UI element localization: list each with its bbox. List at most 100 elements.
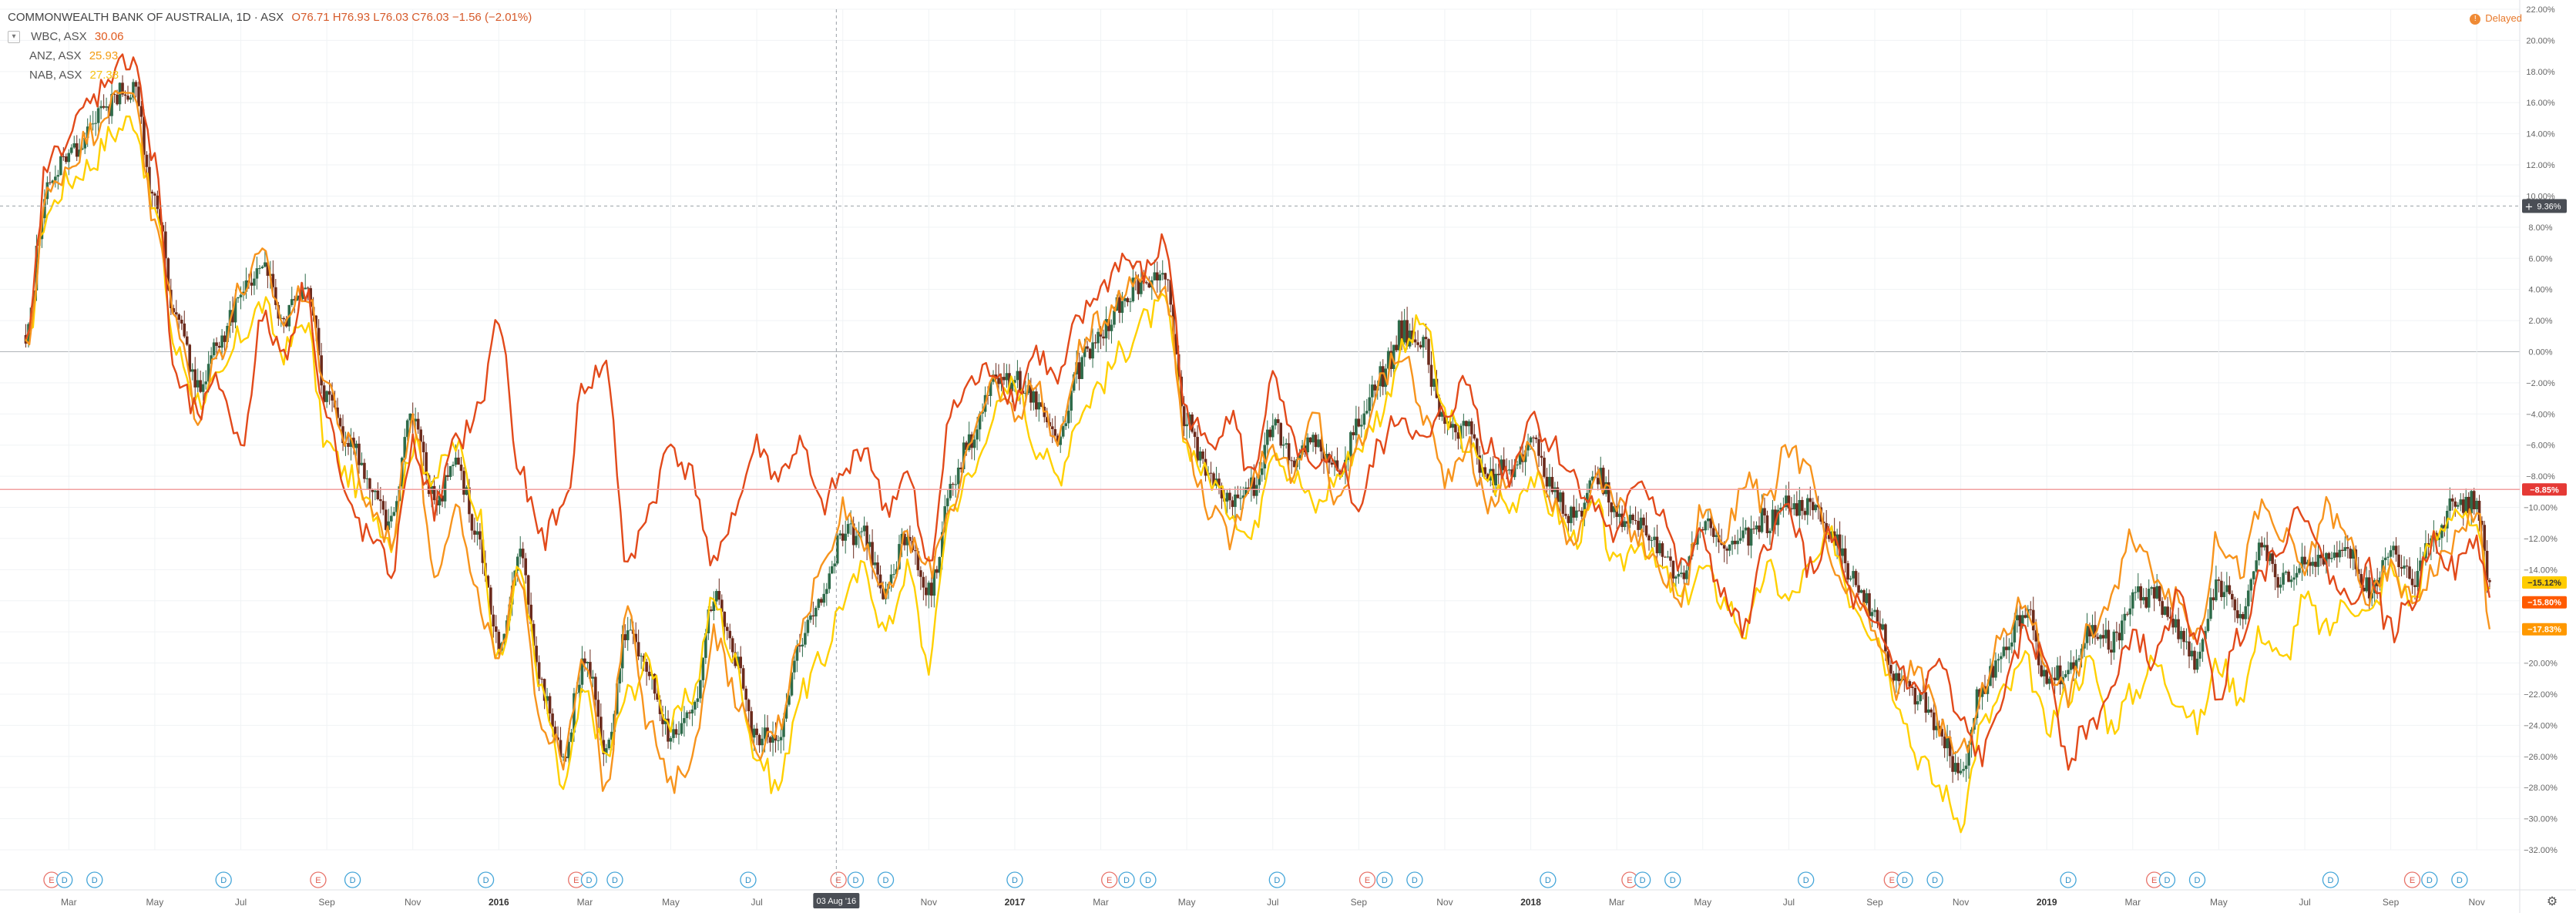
candle-body [1986,686,1990,694]
candle-body [1454,424,1457,433]
candle-body [583,658,586,663]
delayed-badge[interactable]: ! Delayed [2470,12,2522,25]
earnings-marker[interactable]: E [43,871,60,888]
dividend-marker[interactable]: D [1406,871,1423,888]
candle-body [2410,579,2414,586]
candle-body [1946,737,1949,749]
y-tick-label: 2.00% [2528,317,2552,326]
candle-body [771,734,774,743]
candle-body [2451,498,2454,502]
candle-body [1406,320,1409,347]
candle-body [669,737,673,742]
dividend-marker[interactable]: D [1268,871,1285,888]
candle-body [1003,377,1006,381]
legend-main[interactable]: COMMONWEALTH BANK OF AUSTRALIA, 1D · ASX… [8,11,532,24]
candle-body [2110,650,2113,653]
dividend-marker[interactable]: D [877,871,895,888]
candle-body [264,262,267,267]
dividend-marker[interactable]: D [1926,871,1943,888]
candle-body [492,614,495,627]
candle-body [2182,630,2185,643]
event-letter: D [1670,876,1676,885]
candle-body [465,487,469,495]
candle-body [1964,765,1968,770]
candle-body [2096,636,2100,639]
candle-body [80,148,84,150]
earnings-marker[interactable]: E [310,871,327,888]
candle-body [121,82,124,95]
dividend-marker[interactable]: D [2188,871,2206,888]
candle-body [64,156,68,163]
candle-body [1617,513,1621,517]
dividend-marker[interactable]: D [56,871,73,888]
candle-body [438,495,442,505]
legend-item-nab[interactable]: NAB, ASX 27.38 [8,65,532,85]
dividend-marker[interactable]: D [1118,871,1135,888]
candle-body [685,712,689,719]
candle-body [981,411,984,414]
dividend-marker[interactable]: D [2421,871,2438,888]
legend-item-anz[interactable]: ANZ, ASX 25.93 [8,46,532,65]
candle-body [1631,515,1634,520]
candle-body [1755,525,1758,530]
candle-body [1787,495,1791,509]
candle-body [1271,425,1275,438]
candle-body [35,245,39,291]
dividend-marker[interactable]: D [1006,871,1023,888]
dividend-marker[interactable]: D [2451,871,2468,888]
x-axis[interactable]: Mar May Jul Sep Nov 2016 Mar May Jul Sep Nov 2017 Ma… [0,889,2576,908]
earnings-marker[interactable]: E [2403,871,2421,888]
dividend-marker[interactable]: D [1798,871,1815,888]
y-axis[interactable]: 22.00%20.00%18.00%16.00%14.00%12.00%10.0… [2519,0,2567,913]
legend-item-wbc[interactable]: ▾ WBC, ASX 30.06 [8,27,532,46]
candle-body [419,429,422,442]
candle-body [653,673,657,694]
chevron-down-icon[interactable]: ▾ [8,31,20,44]
event-letter: D [62,876,68,885]
dividend-marker[interactable]: D [1896,871,1913,888]
candle-body [1118,297,1121,314]
candle-body [1140,280,1143,294]
candle-body [1365,411,1369,414]
dividend-marker[interactable]: D [2158,871,2176,888]
dividend-marker[interactable]: D [477,871,495,888]
earnings-marker[interactable]: E [830,871,847,888]
dividend-marker[interactable]: D [344,871,361,888]
candle-body [1258,475,1261,485]
interval-label[interactable]: 1D [236,11,251,24]
dividend-marker[interactable]: D [2060,871,2077,888]
dividend-marker[interactable]: D [1634,871,1651,888]
dividend-marker[interactable]: D [2322,871,2339,888]
candle-body [1137,278,1140,294]
event-letter: D [483,876,489,885]
dividend-marker[interactable]: D [1140,871,1157,888]
series-line-anz [25,89,2491,794]
dividend-marker[interactable]: D [215,871,232,888]
event-letter: D [1545,876,1551,885]
gear-icon[interactable]: ⚙ [2547,894,2558,908]
earnings-marker[interactable]: E [1101,871,1118,888]
candle-body [1822,522,1825,524]
candle-body [1462,421,1466,426]
candle-body [1895,673,1898,681]
dividend-marker[interactable]: D [1376,871,1393,888]
dividend-marker[interactable]: D [606,871,623,888]
candle-body [2303,556,2306,565]
candle-body [78,149,82,157]
dividend-marker[interactable]: D [1540,871,1557,888]
candle-body [1292,460,1296,468]
symbol-title[interactable]: COMMONWEALTH BANK OF AUSTRALIA [8,11,230,24]
legend-value: 30.06 [94,30,124,43]
earnings-marker[interactable]: E [1883,871,1900,888]
candle-body [1854,571,1858,586]
dividend-marker[interactable]: D [580,871,598,888]
dividend-marker[interactable]: D [847,871,865,888]
candle-body [2400,567,2403,569]
candle-body [730,638,734,653]
dividend-marker[interactable]: D [1664,871,1681,888]
earnings-marker[interactable]: E [1359,871,1376,888]
candle-body [2166,606,2169,617]
dividend-marker[interactable]: D [86,871,103,888]
dividend-marker[interactable]: D [740,871,757,888]
